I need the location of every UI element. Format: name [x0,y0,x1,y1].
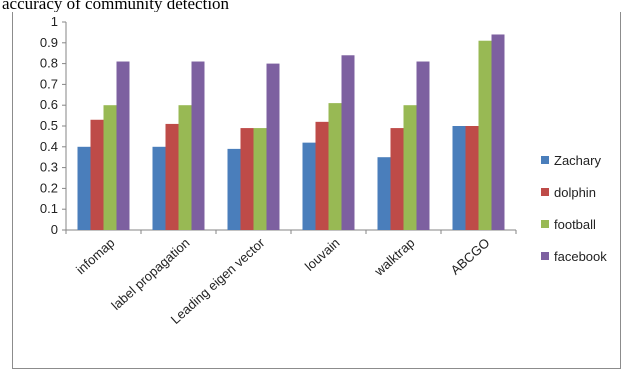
bar-dolphin-label-propagation [165,123,179,230]
bar-facebook-walktrap [416,61,430,230]
bar-zachary-label-propagation [152,146,166,230]
legend-label: Zachary [554,152,601,168]
x-category-label: ABCGO [448,235,493,278]
bar-football-louvain [328,103,342,230]
chart-legend: Zachary dolphin football facebook [541,144,607,272]
legend-label: dolphin [554,184,596,200]
bar-football-label-propagation [178,105,192,230]
y-tick-label: 0.6 [40,97,58,112]
bar-football-infomap [103,105,117,230]
y-tick-label: 1 [51,14,58,29]
bar-zachary-leading-eigen-vector [227,148,241,230]
bar-football-abcgo [478,40,492,230]
legend-swatch [541,188,549,196]
bar-facebook-infomap [116,61,130,230]
legend-label: football [554,216,596,232]
legend-item-facebook: facebook [541,240,607,272]
bar-football-walktrap [403,105,417,230]
bar-dolphin-infomap [90,119,104,230]
x-category-label: louvain [302,235,343,274]
bar-dolphin-abcgo [465,126,479,230]
bar-facebook-abcgo [491,34,505,231]
bar-dolphin-leading-eigen-vector [240,128,254,230]
bar-series [77,34,505,231]
x-category-label: infomap [73,235,117,277]
y-tick-label: 0.9 [40,35,58,50]
x-category-label: label propagation [108,235,192,313]
bar-facebook-label-propagation [191,61,205,230]
y-tick-label: 0.1 [40,201,58,216]
legend-swatch [541,252,549,260]
bar-zachary-infomap [77,146,91,230]
bar-facebook-louvain [341,55,355,230]
bar-dolphin-louvain [315,121,329,230]
legend-label: facebook [554,248,607,264]
bar-dolphin-walktrap [390,128,404,230]
x-category-label: walktrap [371,235,418,279]
bar-zachary-abcgo [452,126,466,230]
y-tick-label: 0.7 [40,76,58,91]
y-tick-label: 0.3 [40,160,58,175]
bar-facebook-leading-eigen-vector [266,63,280,230]
legend-item-football: football [541,208,607,240]
y-tick-label: 0.2 [40,180,58,195]
chart-caption: accuracy of community detection [2,0,230,13]
legend-item-zachary: Zachary [541,144,607,176]
legend-swatch [541,156,549,164]
bar-zachary-walktrap [377,157,391,230]
y-axis: 0 0.1 0.2 0.3 0.4 0.5 0.6 0.7 0.8 0.9 1 [40,14,67,237]
y-tick-label: 0 [51,222,58,237]
legend-item-dolphin: dolphin [541,176,607,208]
y-tick-label: 0.5 [40,118,58,133]
bar-zachary-louvain [302,142,316,230]
y-tick-label: 0.8 [40,56,58,71]
y-tick-label: 0.4 [40,139,58,154]
legend-swatch [541,220,549,228]
bar-football-leading-eigen-vector [253,128,267,230]
